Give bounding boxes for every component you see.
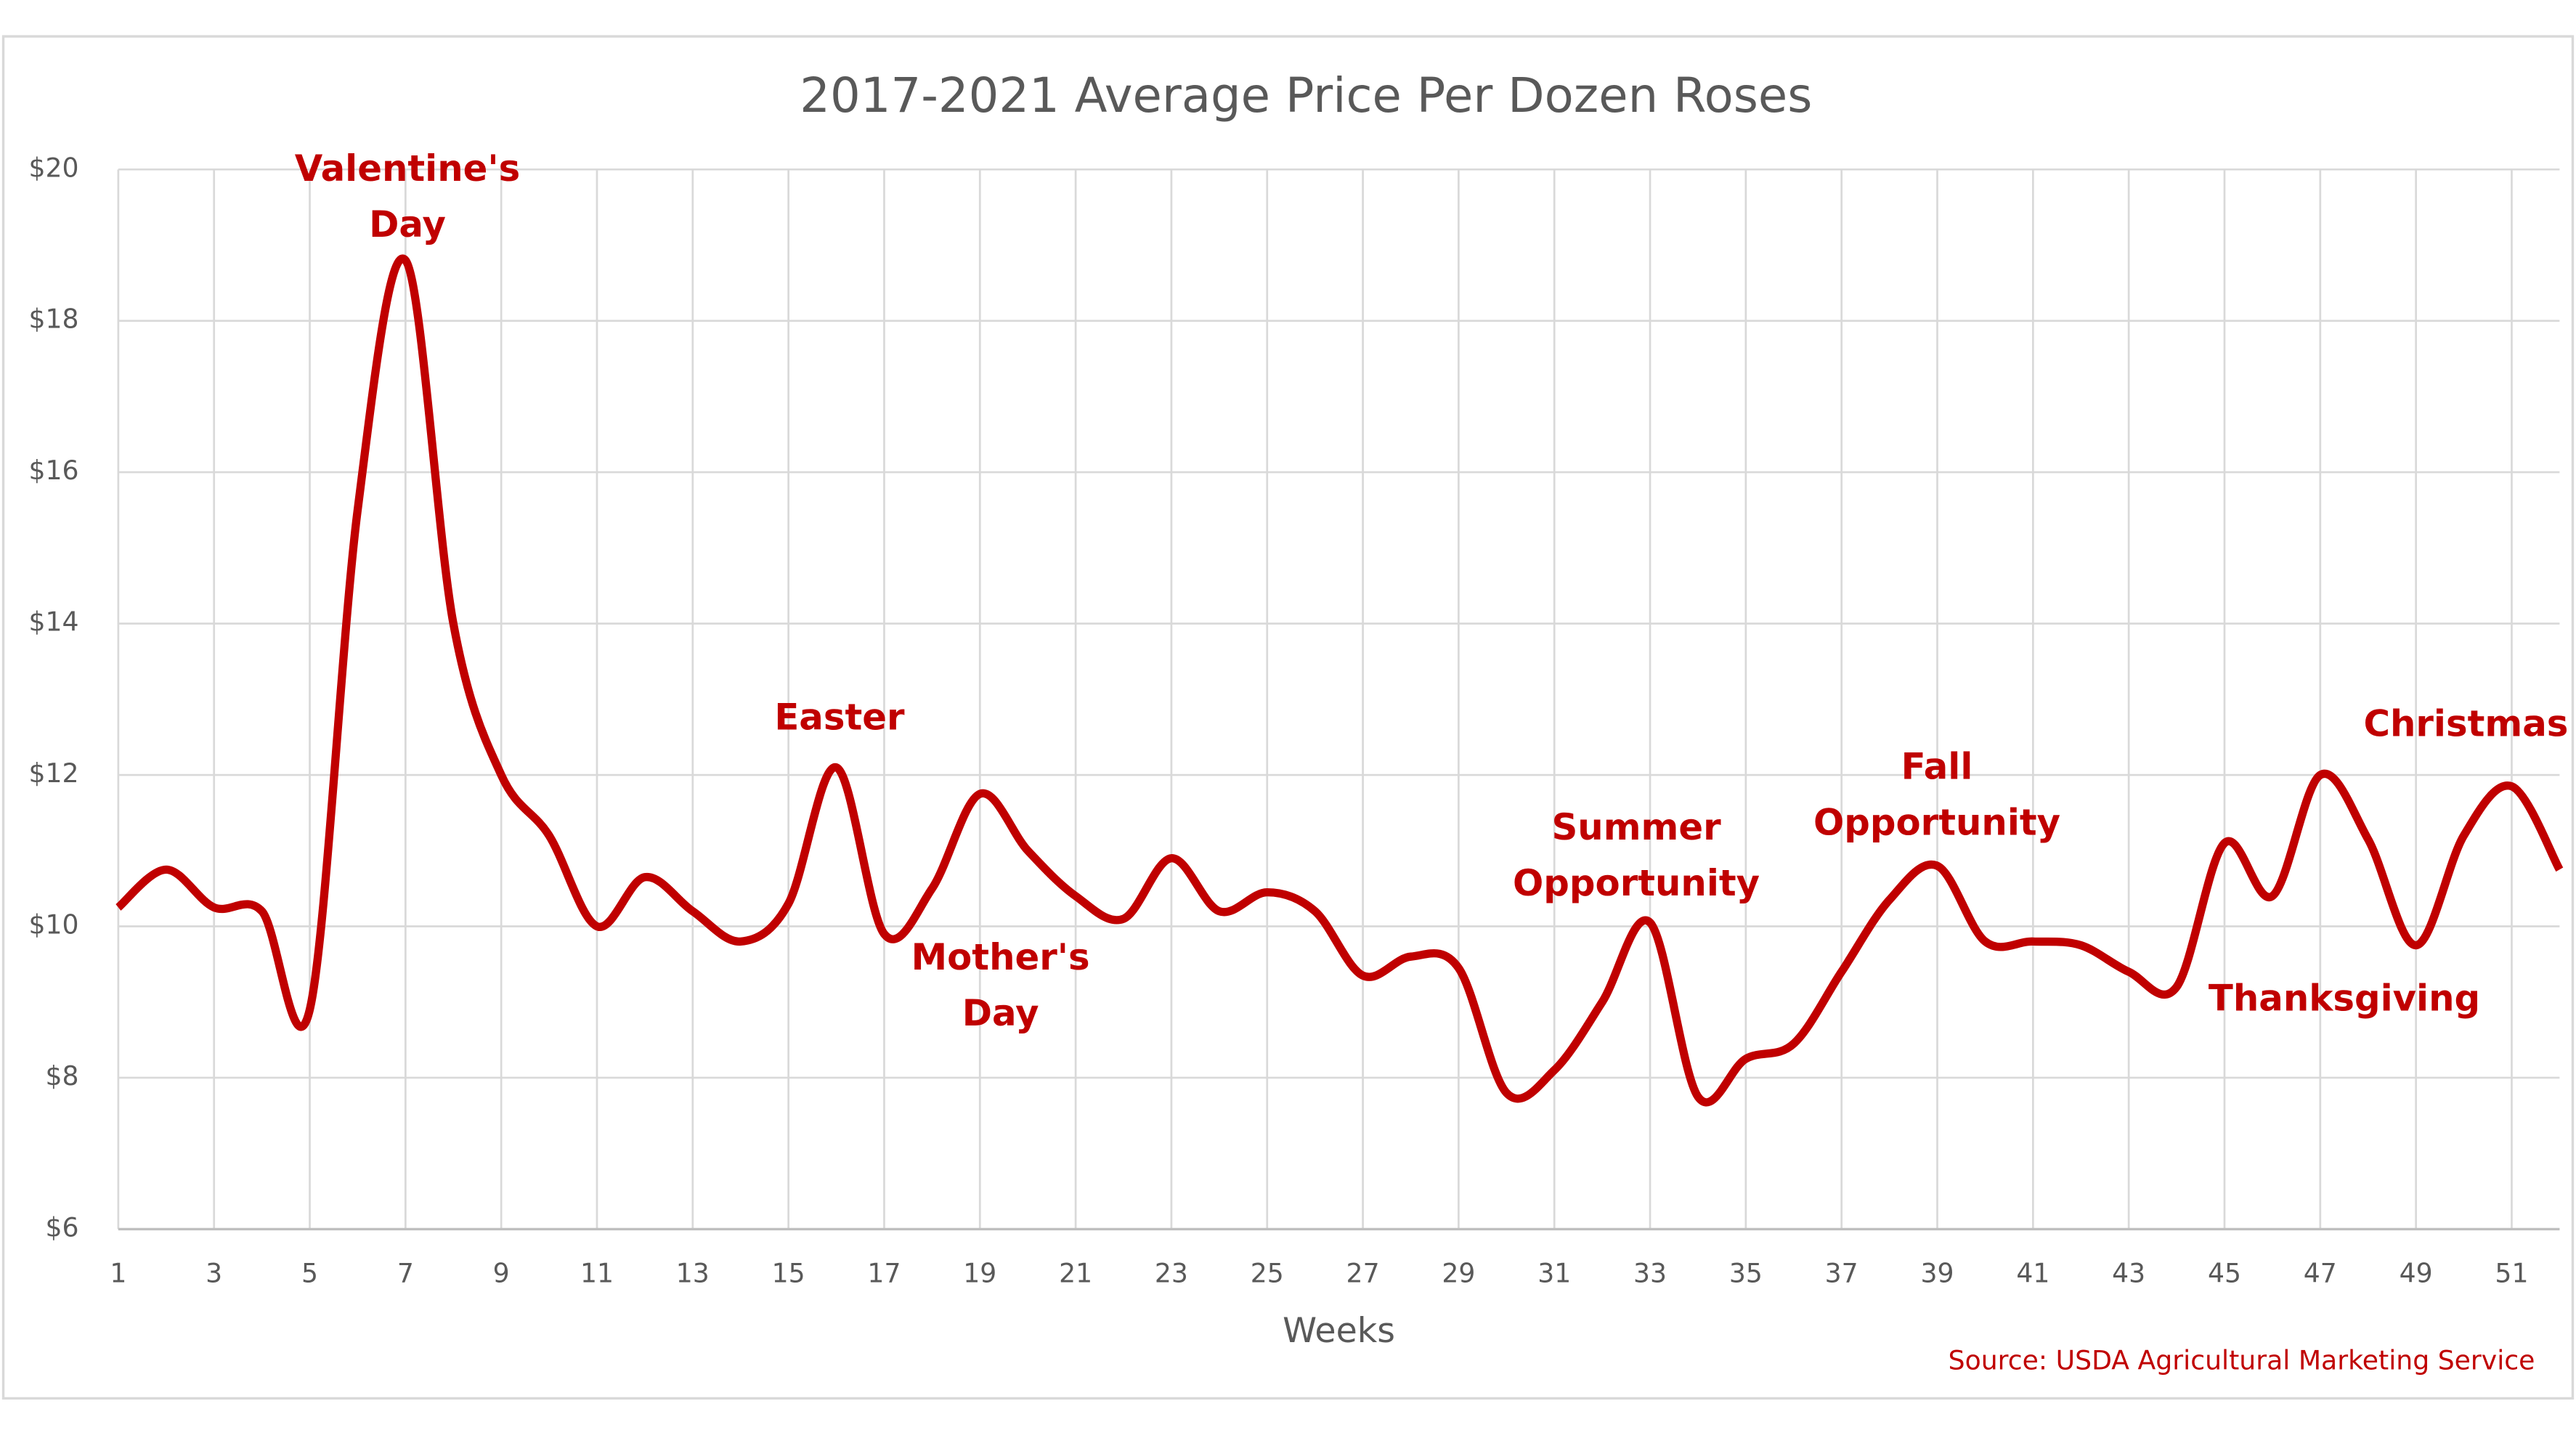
x-tick-label: 31 xyxy=(1537,1258,1571,1289)
annotation: Day xyxy=(962,992,1039,1034)
x-tick-label: 21 xyxy=(1059,1258,1092,1289)
x-axis-title: Weeks xyxy=(1283,1311,1395,1351)
x-tick-label: 51 xyxy=(2495,1258,2528,1289)
annotation: Easter xyxy=(774,696,905,739)
x-tick-label: 13 xyxy=(676,1258,710,1289)
source-note: Source: USDA Agricultural Marketing Serv… xyxy=(1949,1345,2535,1376)
x-tick-label: 35 xyxy=(1729,1258,1763,1289)
annotation: Opportunity xyxy=(1513,862,1760,904)
x-tick-label: 49 xyxy=(2400,1258,2433,1289)
price-line xyxy=(115,254,2564,1107)
y-tick-label: $8 xyxy=(46,1060,79,1092)
annotation: Christmas xyxy=(2363,703,2568,745)
x-tick-label: 3 xyxy=(206,1258,222,1289)
x-tick-label: 1 xyxy=(110,1258,126,1289)
annotation: Day xyxy=(369,203,446,245)
x-tick-label: 17 xyxy=(867,1258,901,1289)
annotation: Summer xyxy=(1551,806,1721,848)
x-tick-label: 25 xyxy=(1251,1258,1284,1289)
annotation: Mother's xyxy=(911,936,1090,978)
x-tick-label: 9 xyxy=(493,1258,510,1289)
x-tick-label: 37 xyxy=(1825,1258,1858,1289)
x-tick-label: 41 xyxy=(2016,1258,2049,1289)
chart-border xyxy=(1,35,2575,1400)
x-tick-label: 11 xyxy=(580,1258,614,1289)
x-tick-label: 19 xyxy=(963,1258,996,1289)
annotation: Opportunity xyxy=(1813,801,2060,843)
y-tick-label: $12 xyxy=(29,757,79,789)
annotation: Thanksgiving xyxy=(2209,977,2480,1019)
y-tick-label: $10 xyxy=(29,909,79,941)
x-tick-label: 27 xyxy=(1346,1258,1380,1289)
y-tick-label: $16 xyxy=(29,455,79,486)
x-tick-label: 23 xyxy=(1155,1258,1188,1289)
chart-title: 2017-2021 Average Price Per Dozen Roses xyxy=(800,68,1812,123)
x-tick-label: 45 xyxy=(2208,1258,2241,1289)
annotation: Valentine's xyxy=(295,147,520,190)
x-tick-label: 5 xyxy=(301,1258,318,1289)
x-tick-label: 15 xyxy=(772,1258,805,1289)
annotation: Fall xyxy=(1901,745,1973,787)
x-tick-label: 39 xyxy=(1920,1258,1954,1289)
y-tick-label: $6 xyxy=(46,1211,79,1243)
x-tick-label: 43 xyxy=(2112,1258,2145,1289)
x-tick-label: 47 xyxy=(2304,1258,2337,1289)
x-tick-label: 29 xyxy=(1442,1258,1475,1289)
y-tick-label: $20 xyxy=(29,152,79,183)
y-tick-label: $14 xyxy=(29,606,79,638)
y-tick-label: $18 xyxy=(29,304,79,335)
x-tick-label: 33 xyxy=(1633,1258,1667,1289)
x-tick-label: 7 xyxy=(397,1258,414,1289)
